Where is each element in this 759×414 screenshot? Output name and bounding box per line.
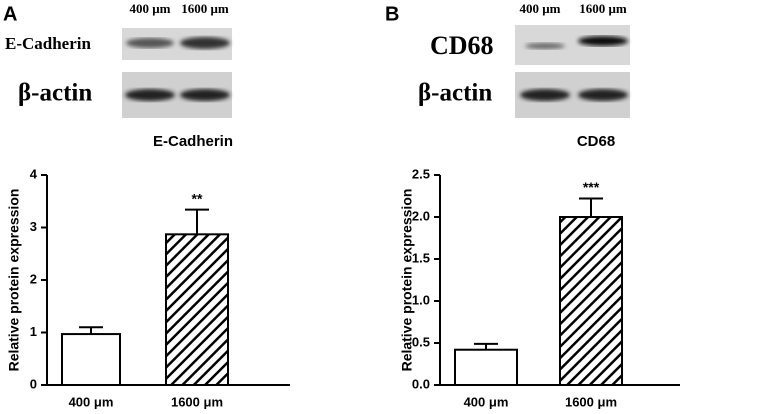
x-tick-label: 1600 μm: [565, 394, 617, 409]
blot-row-label: E-Cadherin: [5, 34, 92, 53]
y-tick-label: 0: [30, 376, 37, 391]
blot-column-label: 400 μm: [520, 1, 561, 16]
y-tick-label: 3: [30, 219, 37, 234]
bar: [165, 233, 229, 386]
y-tick-label: 0.5: [412, 334, 430, 349]
bar: [454, 348, 518, 386]
blot-row-label: CD68: [430, 31, 494, 60]
x-tick-label: 1600 μm: [171, 394, 223, 409]
y-tick-label: 0.0: [412, 376, 430, 391]
blot-column-label: 1600 μm: [579, 1, 627, 16]
y-tick-label: 1.5: [412, 250, 430, 265]
y-axis-label: Relative protein expression: [399, 189, 415, 372]
x-tick-label: 400 μm: [464, 394, 509, 409]
bar: [61, 333, 121, 387]
y-tick-label: 2: [30, 271, 37, 286]
blot-row-label: β-actin: [18, 80, 92, 107]
significance-label: ***: [583, 179, 600, 195]
y-tick-label: 1.0: [412, 292, 430, 307]
chart-title: CD68: [577, 133, 615, 150]
blot-column-label: 1600 μm: [181, 1, 229, 16]
panel-label: B: [385, 3, 399, 25]
x-tick-label: 400 μm: [69, 394, 114, 409]
y-tick-label: 2.0: [412, 208, 430, 223]
y-tick-label: 1: [30, 324, 37, 339]
significance-label: **: [192, 190, 203, 206]
chart-title: E-Cadherin: [153, 133, 233, 150]
panel-label: A: [3, 3, 17, 25]
y-axis-label: Relative protein expression: [6, 189, 22, 372]
y-tick-label: 4: [30, 166, 38, 181]
bar: [559, 216, 623, 386]
blot-row-label: β-actin: [418, 80, 492, 107]
blot-column-label: 400 μm: [130, 1, 171, 16]
blot-images: [122, 25, 630, 118]
y-tick-label: 2.5: [412, 166, 430, 181]
